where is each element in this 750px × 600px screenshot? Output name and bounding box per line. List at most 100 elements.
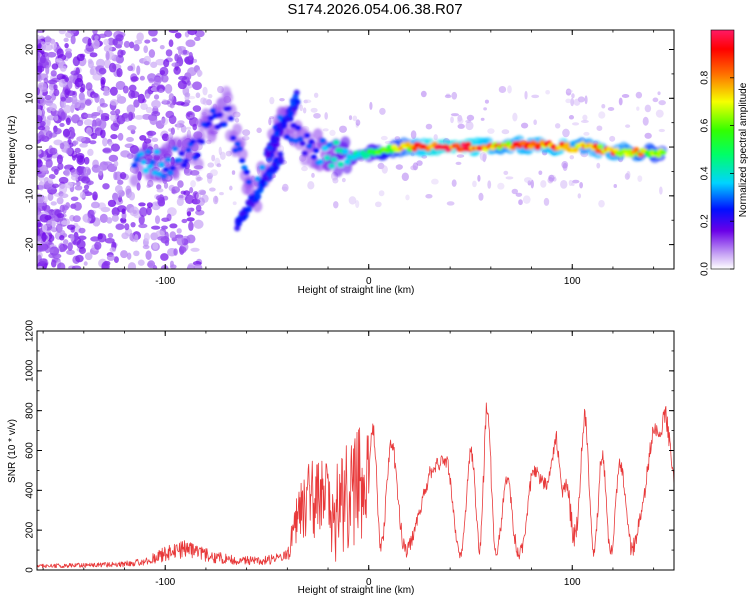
noise-blob [189, 170, 200, 176]
noise-blob [154, 215, 161, 224]
colorbar-tick-label: 0.4 [700, 166, 711, 180]
noise-blob [70, 234, 75, 242]
noise-blob [451, 91, 458, 100]
noise-blob [194, 30, 205, 38]
ridge-core [597, 143, 604, 150]
ridge-core [178, 150, 185, 157]
noise-blob [37, 65, 45, 73]
noise-blob [137, 259, 145, 266]
noise-blob [71, 265, 82, 269]
noise-blob [50, 70, 57, 77]
noise-blob [214, 195, 218, 203]
noise-blob [219, 191, 224, 196]
noise-blob [568, 179, 573, 187]
noise-blob [188, 221, 194, 232]
noise-blob [92, 39, 100, 50]
noise-blob [51, 183, 60, 189]
colorbar: 0.0 0.2 0.4 0.6 0.8 Normalized spectral ampl… [700, 29, 749, 276]
noise-blob [355, 200, 360, 209]
ridge-core [655, 152, 662, 159]
noise-blob [380, 135, 388, 141]
noise-blob [374, 201, 382, 208]
noise-blob [177, 80, 187, 90]
noise-blob [117, 49, 124, 58]
ridge-core [310, 154, 317, 160]
noise-blob [107, 199, 117, 208]
noise-blob [596, 162, 601, 169]
ridge-core [144, 149, 152, 155]
noise-blob [67, 30, 77, 34]
noise-blob [173, 248, 178, 256]
noise-blob [186, 126, 191, 130]
noise-blob [501, 129, 510, 135]
noise-blob [109, 99, 119, 106]
noise-blob [44, 94, 52, 101]
noise-blob [234, 117, 240, 123]
noise-blob [187, 67, 197, 77]
noise-blob [134, 114, 144, 120]
noise-blob [103, 85, 109, 96]
noise-blob [71, 94, 78, 105]
noise-blob [90, 236, 100, 242]
y-tick-label: 600 [25, 442, 36, 459]
noise-blob [179, 246, 187, 254]
noise-blob [394, 136, 401, 141]
noise-blob [195, 92, 201, 99]
noise-blob [84, 252, 93, 261]
noise-blob [193, 219, 204, 229]
noise-blob [184, 92, 190, 102]
noise-blob [98, 33, 107, 39]
noise-blob [644, 132, 652, 139]
spectrogram-frame [36, 29, 675, 270]
noise-blob [168, 128, 173, 132]
noise-blob [161, 133, 170, 142]
noise-blob [127, 262, 137, 269]
noise-blob [146, 184, 151, 189]
noise-blob [37, 265, 45, 269]
noise-blob [410, 165, 417, 171]
noise-blob [47, 79, 58, 85]
noise-blob [196, 176, 203, 181]
noise-blob [114, 184, 123, 194]
noise-blob [146, 202, 153, 208]
noise-blob [168, 39, 174, 48]
noise-blob [160, 117, 169, 126]
noise-blob [126, 252, 132, 260]
noise-blob [103, 44, 113, 53]
noise-blob [565, 98, 572, 104]
noise-blob [101, 261, 110, 269]
noise-blob [503, 170, 509, 175]
noise-blob [63, 37, 69, 43]
noise-blob [658, 128, 665, 133]
ridge-core [326, 142, 333, 148]
noise-blob [58, 176, 69, 184]
noise-blob [157, 236, 167, 241]
noise-blob [598, 111, 606, 119]
noise-blob [173, 66, 181, 75]
ridge-core [659, 149, 667, 156]
noise-blob [207, 175, 213, 184]
noise-blob [187, 95, 196, 100]
noise-blob [84, 99, 92, 106]
noise-blob [456, 154, 465, 158]
noise-blob [145, 106, 153, 114]
noise-blob [311, 172, 315, 178]
noise-blob [657, 91, 661, 96]
noise-blob [121, 208, 126, 215]
noise-blob [88, 60, 94, 69]
noise-blob [42, 195, 48, 204]
ridge-core [294, 125, 302, 131]
ridge-halo [252, 200, 263, 213]
noise-blob [420, 90, 427, 98]
noise-blob [142, 244, 150, 250]
noise-blob [93, 92, 99, 98]
noise-blob [450, 113, 459, 117]
noise-blob [515, 192, 523, 197]
noise-blob [150, 61, 158, 68]
noise-blob [55, 223, 63, 233]
noise-blob [99, 103, 108, 108]
lobe-blob [266, 171, 273, 178]
noise-blob [110, 134, 118, 140]
